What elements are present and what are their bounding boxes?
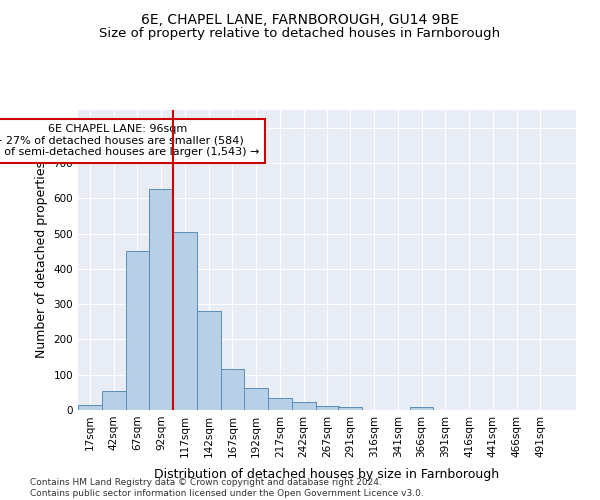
Bar	[78, 406, 102, 410]
Bar	[197, 311, 221, 410]
Bar	[102, 390, 125, 410]
Bar	[338, 407, 362, 410]
Bar	[316, 406, 340, 410]
Text: 6E CHAPEL LANE: 96sqm
← 27% of detached houses are smaller (584)
71% of semi-det: 6E CHAPEL LANE: 96sqm ← 27% of detached …	[0, 124, 260, 158]
Bar	[125, 251, 149, 410]
Bar	[292, 402, 316, 410]
Bar	[244, 388, 268, 410]
Text: 6E, CHAPEL LANE, FARNBOROUGH, GU14 9BE: 6E, CHAPEL LANE, FARNBOROUGH, GU14 9BE	[141, 12, 459, 26]
Text: Size of property relative to detached houses in Farnborough: Size of property relative to detached ho…	[100, 28, 500, 40]
Bar	[268, 398, 292, 410]
Bar	[149, 190, 173, 410]
Bar	[173, 232, 197, 410]
Text: Contains HM Land Registry data © Crown copyright and database right 2024.
Contai: Contains HM Land Registry data © Crown c…	[30, 478, 424, 498]
Y-axis label: Number of detached properties: Number of detached properties	[35, 162, 48, 358]
Bar	[410, 407, 433, 410]
X-axis label: Distribution of detached houses by size in Farnborough: Distribution of detached houses by size …	[154, 468, 500, 481]
Bar	[221, 368, 244, 410]
